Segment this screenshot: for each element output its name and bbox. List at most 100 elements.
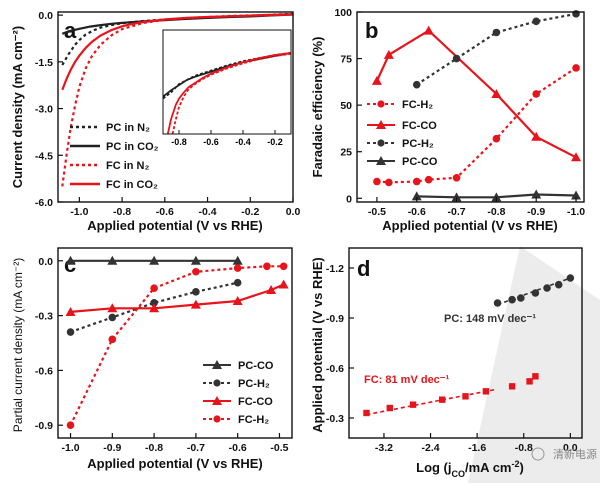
panel-a-ylabel: Current density (mA cm⁻²) xyxy=(10,26,25,188)
panel-d-fc-point-0 xyxy=(363,409,370,417)
legend-b-pc-h2-marker xyxy=(377,139,385,147)
legend-c-fc-co-label: FC-CO xyxy=(238,396,273,408)
panel-c-pc-h2-point-1 xyxy=(108,313,117,322)
legend-a-pc-co2-label: PC in CO₂ xyxy=(106,141,159,153)
panel-b-pc-h2-point-3 xyxy=(532,17,541,26)
panel-d-xtick-label-4: 0.0 xyxy=(563,442,578,454)
panel-c-fc-co-point-2 xyxy=(149,303,160,313)
legend-a-fc-co2-label: FC in CO₂ xyxy=(106,179,158,191)
panel-d-xtick-label-2: -1.6 xyxy=(468,442,486,454)
panel-b-ytick-label-1: 25 xyxy=(340,147,352,159)
watermark-text: 清新电源 xyxy=(553,447,597,461)
panel-d-annotation-pc: PC: 148 mV dec⁻¹ xyxy=(444,313,536,325)
panel-b-pc-h2-point-4 xyxy=(572,10,580,18)
panel-b-fc-h2-point-5 xyxy=(492,134,501,143)
panel-c: c -1.0-0.9-0.8-0.7-0.6-0.50.0-0.3-0.6-0.… xyxy=(11,247,293,471)
panel-b: b -0.5 -0.6 -0.7 -0.8 -0.9 -1.0 0 25 50 75 100 App… xyxy=(310,7,585,233)
panel-d-fc-point-4 xyxy=(462,393,469,400)
panel-d-ytick-label-0: -0.3 xyxy=(326,413,344,425)
panel-b-pc-co-point-3 xyxy=(531,189,542,199)
legend-a-fc-n2-label: FC in N₂ xyxy=(106,160,149,172)
panel-d-annotation-fc: FC: 81 mV dec⁻¹ xyxy=(364,374,450,386)
panel-d-fc-point-7 xyxy=(526,378,533,385)
panel-b-ytick-label-4: 100 xyxy=(334,7,352,19)
panel-c-pc-co-point-4 xyxy=(232,255,243,265)
panel-c-ytick-label-2: -0.6 xyxy=(35,365,53,377)
panel-d-xtick-label-3: -0.8 xyxy=(515,442,533,454)
legend-c-fc-h2-label: FC-H₂ xyxy=(238,414,269,426)
panel-d-pc-point-6 xyxy=(566,274,575,282)
panel-c-fc-co-point-3 xyxy=(190,299,201,309)
panel-b-xlabel: Applied potential (V vs RHE) xyxy=(382,218,558,233)
panel-c-xtick-label-2: -0.8 xyxy=(145,442,163,454)
panel-c-fc-h2-point-4 xyxy=(233,264,242,272)
panel-a-frame xyxy=(57,11,294,203)
legend-b-pc-co-label: PC-CO xyxy=(402,156,438,168)
panel-d-ylabel: Applied potential (V vs RHE) xyxy=(310,257,325,433)
panel-b-fc-h2-point-6 xyxy=(532,90,541,98)
panel-a-fc-in-co2-line xyxy=(61,13,293,91)
panel-b-pc-h2-line xyxy=(416,12,577,86)
panel-b-fc-h2-point-1 xyxy=(385,178,393,187)
background-triangle-decoration xyxy=(468,246,600,483)
panel-b-fc-co-point-1 xyxy=(383,49,394,59)
panel-c-fc-co-point-4 xyxy=(232,295,243,305)
panel-a-fc-in-n2-line xyxy=(61,13,293,187)
legend-c-pc-h2-label: PC-H₂ xyxy=(238,378,270,390)
panel-d-xtick-label-0: -3.2 xyxy=(375,442,393,454)
panel-c-fc-co-point-1 xyxy=(107,303,118,313)
panel-d: d -3.2 -2.4 -1.6 -0.8 0.0 -0.3 -0.6 -0.9 -1.2 PC… xyxy=(310,246,600,483)
panel-d-pc-point-4 xyxy=(543,284,551,292)
panel-c-ytick-label-0: 0.0 xyxy=(38,256,53,268)
legend-c-pc-h2-marker xyxy=(213,379,221,387)
panel-c-fc-co-point-0 xyxy=(65,306,76,316)
panel-b-ytick-label-2: 50 xyxy=(340,100,352,112)
panel-a-inset-fc-in-n2-line xyxy=(171,53,291,134)
panel-b-xtick-label-3: -0.8 xyxy=(487,206,505,218)
legend-b-pc-h2-label: PC-H₂ xyxy=(402,138,434,150)
panel-c-fc-h2-point-0 xyxy=(66,421,75,430)
legend-c-pc-co-marker xyxy=(212,360,222,369)
panel-b-legend: FC-H₂ FC-CO PC-H₂ PC-CO xyxy=(367,99,438,168)
legend-c-fc-co-marker xyxy=(212,396,222,405)
panel-a-ytick-label-3: -1.5 xyxy=(35,57,53,69)
panel-a-legend: PC in N₂ PC in CO₂ FC in N₂ FC in CO₂ xyxy=(70,122,159,191)
panel-a-ytick-label-1: -4.5 xyxy=(35,150,53,162)
panel-b-xtick-label-5: -1.0 xyxy=(567,206,585,218)
panel-d-pc-point-0 xyxy=(493,299,502,307)
panel-c-pc-co-point-2 xyxy=(149,255,160,265)
legend-b-fc-h2-label: FC-H₂ xyxy=(402,99,433,111)
panel-a-xtick-label-0: -1.0 xyxy=(70,206,88,218)
panel-b-fc-h2-point-4 xyxy=(452,173,461,182)
panel-d-pc-point-5 xyxy=(554,280,563,289)
panel-d-fc-point-8 xyxy=(532,373,539,380)
panel-b-fc-co-line xyxy=(375,29,577,159)
panel-c-fc-co-line xyxy=(70,283,285,313)
panel-b-pc-h2-point-0 xyxy=(412,80,421,89)
panel-c-xlabel: Applied potential (V vs RHE) xyxy=(87,456,263,471)
panel-d-xlabel: Log (jCO/mA cm-2) xyxy=(416,459,524,479)
panel-b-fc-co-point-3 xyxy=(491,88,502,98)
panel-d-label: d xyxy=(357,256,370,281)
watermark-icon xyxy=(531,447,545,461)
panel-c-fc-h2-point-5 xyxy=(263,262,271,271)
panel-d-pc-point-2 xyxy=(517,294,525,302)
panel-c-ytick-label-3: -0.9 xyxy=(35,420,53,432)
panel-a-inset-xtick-label-1: -0.6 xyxy=(203,137,219,147)
panel-b-pc-co-point-4 xyxy=(571,190,582,200)
panel-a-xtick-label-1: -0.8 xyxy=(113,206,131,218)
panel-c-xtick-label-1: -0.9 xyxy=(103,442,121,454)
panel-a-inset-frame xyxy=(162,29,292,135)
panel-b-fc-h2-point-2 xyxy=(412,177,421,186)
panel-a-inset-xtick-label-0: -0.8 xyxy=(171,137,187,147)
panel-d-pc-point-3 xyxy=(531,289,540,297)
panel-c-fc-co-point-5 xyxy=(266,285,277,295)
panel-c-pc-h2-point-3 xyxy=(192,288,200,296)
panel-c-pc-h2-point-4 xyxy=(233,278,242,287)
panel-c-ytick-label-1: -0.3 xyxy=(35,311,53,323)
panel-c-xtick-label-0: -1.0 xyxy=(61,442,79,454)
panel-a-ytick-label-0: -6.0 xyxy=(35,197,53,209)
panel-c-frame xyxy=(57,247,293,439)
panel-b-pc-h2-point-2 xyxy=(492,28,501,37)
